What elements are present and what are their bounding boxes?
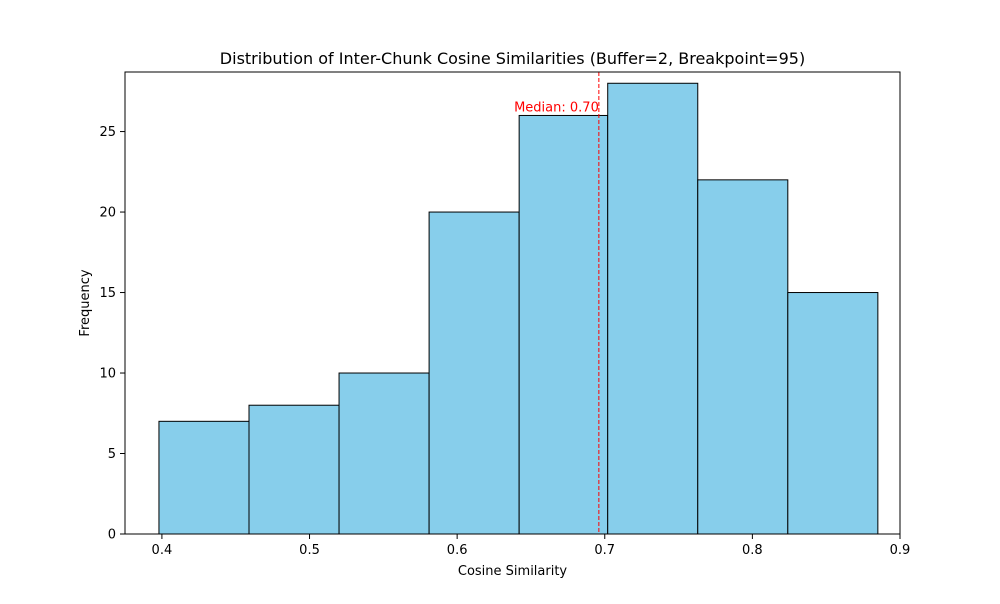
histogram-bar-1: [158, 420, 250, 535]
histogram-bar-7: [697, 179, 789, 535]
median-label: Median: 0.70: [514, 100, 599, 115]
histogram-bar-3: [338, 372, 430, 535]
chart-title: Distribution of Inter-Chunk Cosine Simil…: [220, 49, 805, 68]
y-axis-label: Frequency: [78, 269, 93, 336]
y-tick-label: 25: [99, 125, 116, 140]
histogram-bar-2: [248, 404, 340, 535]
x-axis-label: Cosine Similarity: [458, 564, 568, 579]
y-tick-label: 5: [108, 447, 116, 462]
x-axis-ticks: 0.4 0.5 0.6 0.7 0.8 0.9: [152, 534, 911, 558]
histogram-bar-4: [428, 211, 520, 535]
x-tick-label: 0.6: [447, 543, 468, 558]
x-tick-label: 0.7: [594, 543, 615, 558]
histogram-bar-5: [518, 114, 609, 535]
x-tick-label: 0.9: [890, 543, 911, 558]
y-tick-label: 10: [99, 367, 116, 382]
x-tick-label: 0.5: [299, 543, 320, 558]
median-layer: Median: 0.70: [514, 72, 600, 534]
histogram-bar-6: [607, 82, 699, 535]
histogram-bar-8: [787, 292, 879, 535]
plot-frame: [124, 71, 901, 535]
y-axis-ticks: 0 5 10 15 20 25: [99, 125, 125, 543]
y-tick-label: 20: [99, 206, 116, 221]
y-tick-label: 15: [99, 286, 116, 301]
bars-layer: [158, 82, 879, 535]
x-tick-label: 0.8: [742, 543, 763, 558]
y-tick-label: 0: [108, 528, 116, 543]
x-tick-label: 0.4: [152, 543, 173, 558]
